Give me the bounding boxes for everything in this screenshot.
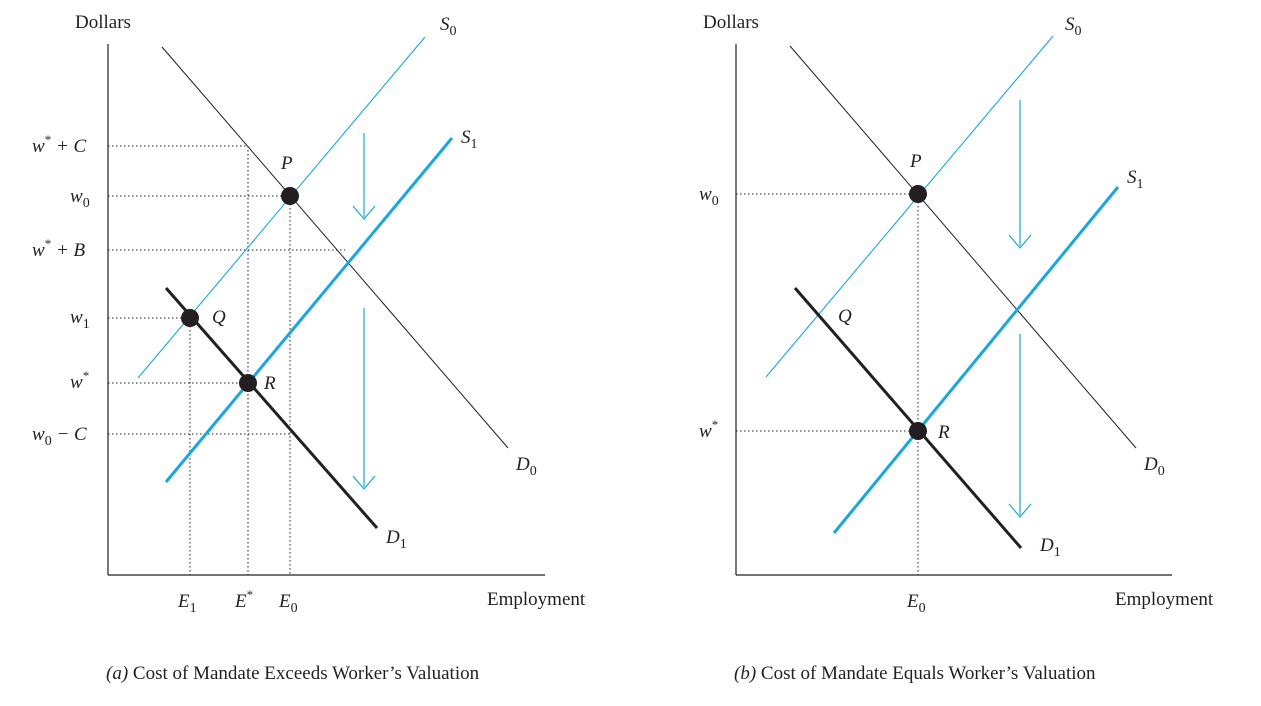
panel-b-y-axis-label: Dollars [703, 12, 759, 33]
panel-b: Dollars Employment w0 w* E0 S0 S1 D0 D1 … [699, 12, 1214, 684]
panel-a-x-axis-label: Employment [487, 589, 586, 610]
label-s1: S1 [461, 127, 478, 152]
panel-a-y-axis-label: Dollars [75, 12, 131, 33]
label-point-p: P [280, 153, 293, 174]
curve-d0 [161, 46, 509, 449]
label-s0: S0 [1065, 14, 1082, 39]
label-d0: D0 [515, 454, 537, 479]
label-w0-minus-c: w0 − C [32, 424, 87, 449]
label-point-r: R [937, 422, 950, 443]
down-arrow-icon [352, 308, 376, 490]
label-point-q: Q [212, 307, 226, 328]
curve-s0 [765, 35, 1054, 378]
label-e0: E0 [278, 591, 298, 616]
curve-s1 [832, 186, 1120, 534]
label-d0: D0 [1143, 454, 1165, 479]
label-point-q: Q [838, 306, 852, 327]
label-point-p: P [909, 151, 922, 172]
label-e0: E0 [906, 591, 926, 616]
curve-d1 [164, 287, 379, 529]
down-arrow-icon [352, 133, 376, 220]
curve-d0 [789, 45, 1137, 449]
label-w-star-plus-c: w* + C [32, 132, 87, 157]
curve-s0 [137, 36, 426, 379]
panel-a-caption: (a) Cost of Mandate Exceeds Worker’s Val… [106, 663, 480, 684]
label-w1: w1 [70, 307, 90, 332]
point-p-marker [281, 187, 299, 205]
panel-b-caption: (b) Cost of Mandate Equals Worker’s Valu… [734, 663, 1096, 684]
label-w0: w0 [699, 184, 719, 209]
down-arrow-icon [1008, 100, 1032, 249]
label-e1: E1 [177, 591, 197, 616]
label-w-star: w* [699, 417, 718, 442]
curve-s1 [164, 137, 454, 483]
label-w0: w0 [70, 186, 90, 211]
point-r-marker [239, 374, 257, 392]
label-w-star-plus-b: w* + B [32, 236, 86, 261]
label-w-star: w* [70, 368, 89, 393]
point-q-marker [181, 309, 199, 327]
panel-b-x-axis-label: Employment [1115, 589, 1214, 610]
point-p-marker [909, 185, 927, 203]
panel-a: Dollars Employment w* + C w0 w* + B w1 w… [32, 12, 586, 684]
label-point-r: R [263, 373, 276, 394]
label-d1: D1 [1039, 535, 1061, 560]
label-s1: S1 [1127, 167, 1144, 192]
label-s0: S0 [440, 14, 457, 39]
down-arrow-icon [1008, 334, 1032, 518]
label-e-star: E* [234, 587, 253, 612]
label-d1: D1 [385, 527, 407, 552]
curve-d1 [793, 287, 1023, 549]
point-r-marker [909, 422, 927, 440]
